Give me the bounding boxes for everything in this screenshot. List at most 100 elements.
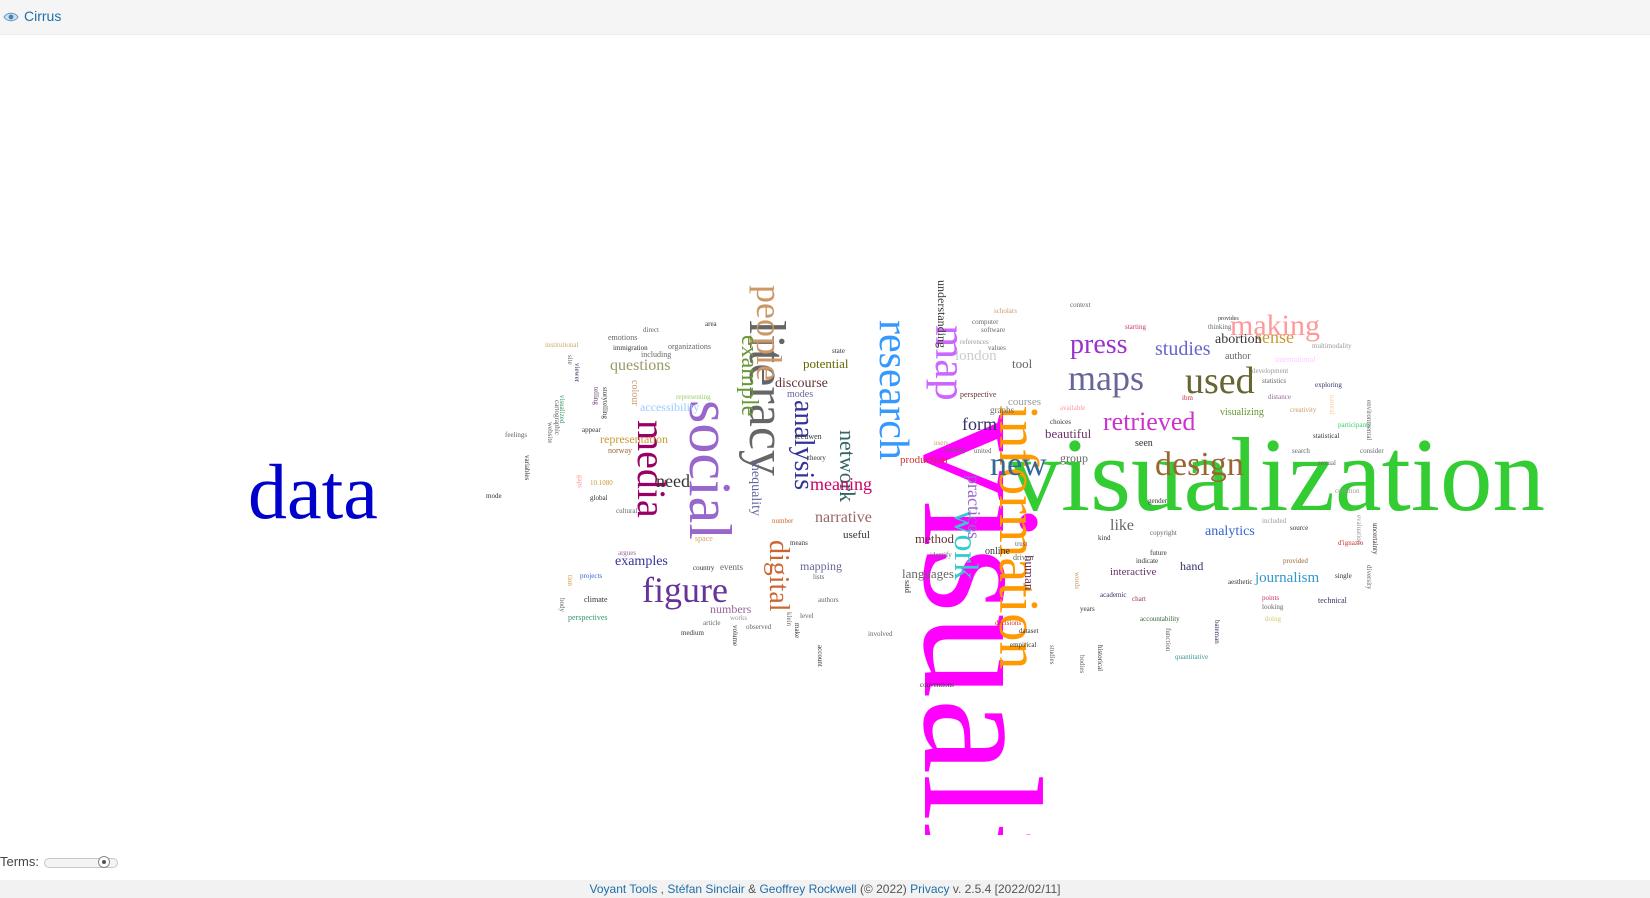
cloud-word[interactable]: environmental — [1365, 400, 1373, 440]
cloud-word[interactable]: example — [736, 335, 762, 416]
cloud-word[interactable]: cartographic — [553, 400, 561, 435]
cloud-word[interactable]: sexual — [1318, 459, 1336, 467]
cloud-word[interactable]: country — [693, 564, 715, 572]
cloud-word[interactable]: new — [990, 446, 1047, 483]
cloud-word[interactable]: united — [974, 447, 992, 455]
cloud-word[interactable]: empirical — [1010, 641, 1036, 649]
cloud-word[interactable]: direct — [643, 326, 659, 334]
cloud-word[interactable]: feelings — [505, 431, 527, 439]
cloud-word[interactable]: distance — [1268, 393, 1291, 401]
cloud-word[interactable]: languages — [902, 566, 954, 581]
cloud-word[interactable]: source — [1290, 524, 1308, 532]
cloud-word[interactable]: starting — [1125, 323, 1146, 331]
cloud-word[interactable]: seen — [1135, 438, 1153, 449]
cloud-word[interactable]: bodies — [1078, 655, 1086, 674]
cloud-word[interactable]: norway — [608, 446, 632, 455]
cloud-word[interactable]: gender — [1148, 497, 1168, 505]
cloud-word[interactable]: representation — [600, 432, 668, 446]
cloud-word[interactable]: network — [835, 430, 860, 502]
cloud-word[interactable]: colour — [629, 380, 640, 406]
cloud-word[interactable]: design — [1155, 446, 1244, 483]
cloud-word[interactable]: available — [1060, 404, 1085, 412]
cloud-word[interactable]: accountability — [1140, 615, 1180, 623]
cloud-word[interactable]: hand — [1180, 559, 1203, 573]
cloud-word[interactable]: climate — [584, 595, 608, 604]
cloud-word[interactable]: form — [962, 414, 997, 434]
cloud-word[interactable]: statistical — [1313, 432, 1339, 440]
cloud-word[interactable]: immigration — [613, 344, 648, 352]
cloud-word[interactable]: variables — [523, 455, 531, 481]
cloud-word[interactable]: works — [730, 614, 747, 622]
cloud-word[interactable]: evaluation — [1355, 515, 1363, 545]
cloud-word[interactable]: organizations — [668, 342, 711, 351]
cloud-word[interactable]: lists — [813, 573, 825, 581]
cloud-word[interactable]: figure — [642, 570, 728, 610]
cloud-word[interactable]: copyright — [1150, 529, 1177, 537]
cloud-word[interactable]: exploring — [1315, 381, 1342, 389]
cloud-word[interactable]: level — [800, 612, 814, 620]
cloud-word[interactable]: visualized — [558, 395, 566, 424]
cloud-word[interactable]: interactive — [1110, 566, 1157, 578]
cloud-word[interactable]: words — [1073, 572, 1081, 589]
cloud-word[interactable]: looking — [1262, 603, 1284, 611]
cloud-word[interactable]: studies — [1048, 645, 1056, 665]
cloud-word[interactable]: creativity — [1290, 406, 1317, 414]
cloud-word[interactable]: provides — [1218, 316, 1239, 322]
cloud-word[interactable]: technical — [1318, 596, 1348, 605]
cloud-word[interactable]: map — [926, 325, 975, 401]
cloud-word[interactable]: space — [695, 534, 713, 543]
cloud-word[interactable]: data — [248, 448, 378, 535]
cloud-word[interactable]: global — [590, 494, 608, 502]
cloud-word[interactable]: d'ignazio — [1338, 539, 1364, 547]
cloud-word[interactable]: thinking — [1208, 323, 1232, 331]
cloud-word[interactable]: literacy — [738, 320, 795, 476]
cloud-word[interactable]: perspective — [960, 390, 997, 399]
sinclair-link[interactable]: Stéfan Sinclair — [667, 882, 745, 896]
cloud-word[interactable]: graphs — [990, 405, 1014, 415]
cloud-word[interactable]: accessibility — [640, 400, 699, 414]
cloud-word[interactable]: telling — [592, 387, 600, 405]
cloud-word[interactable]: common — [1335, 487, 1360, 495]
cloud-word[interactable]: volume — [731, 625, 739, 646]
cloud-word[interactable]: projects — [580, 572, 602, 580]
cloud-word[interactable]: analysis — [788, 400, 819, 490]
cloud-word[interactable]: author — [1225, 351, 1251, 362]
cloud-word[interactable]: journalism — [1254, 570, 1319, 586]
cloud-word[interactable]: representing — [676, 393, 711, 401]
cloud-word[interactable]: identify — [930, 551, 952, 559]
cloud-word[interactable]: human — [1022, 555, 1037, 591]
cloud-word[interactable]: context — [1070, 301, 1091, 309]
cloud-word[interactable]: abortion — [1215, 332, 1262, 347]
cloud-word[interactable]: people — [749, 285, 789, 381]
cloud-word[interactable]: useful — [843, 529, 870, 541]
cloud-word[interactable]: state — [832, 347, 845, 355]
cloud-word[interactable]: production — [900, 454, 948, 466]
cloud-word[interactable]: retrieved — [1103, 407, 1195, 436]
cloud-word[interactable]: making — [1230, 309, 1320, 342]
cloud-word[interactable]: argues — [618, 549, 636, 557]
cloud-word[interactable]: digital — [763, 540, 794, 612]
cloud-word[interactable]: reading — [944, 446, 965, 454]
cloud-word[interactable]: quantitative — [1175, 653, 1208, 661]
cloud-word[interactable]: aesthetic — [1228, 578, 1253, 586]
cloud-word[interactable]: cultural — [616, 507, 637, 515]
cloud-word[interactable]: site — [566, 355, 574, 365]
cloud-word[interactable]: tool — [1012, 356, 1033, 371]
cloud-word[interactable]: institutional — [545, 341, 579, 349]
cloud-word[interactable]: participants — [1338, 421, 1371, 429]
cloud-word[interactable]: mode — [486, 492, 502, 500]
cloud-word[interactable]: including — [641, 350, 671, 359]
cloud-word[interactable]: account — [816, 645, 824, 667]
cloud-word[interactable]: chart — [1132, 595, 1146, 603]
cloud-word[interactable]: means — [790, 539, 808, 547]
cloud-word[interactable]: press — [1070, 329, 1128, 360]
cloud-word[interactable]: scholars — [994, 307, 1017, 315]
cloud-word[interactable]: website — [546, 422, 554, 443]
privacy-link[interactable]: Privacy — [910, 882, 950, 896]
cloud-word[interactable]: meaning — [810, 474, 872, 494]
cloud-word[interactable]: visualization — [1008, 416, 1545, 533]
cloud-word[interactable]: academic — [1100, 591, 1126, 599]
cloud-word[interactable]: indicate — [1136, 557, 1158, 565]
cloud-word[interactable]: consider — [1360, 447, 1384, 455]
cloud-word[interactable]: doing — [1265, 615, 1281, 623]
